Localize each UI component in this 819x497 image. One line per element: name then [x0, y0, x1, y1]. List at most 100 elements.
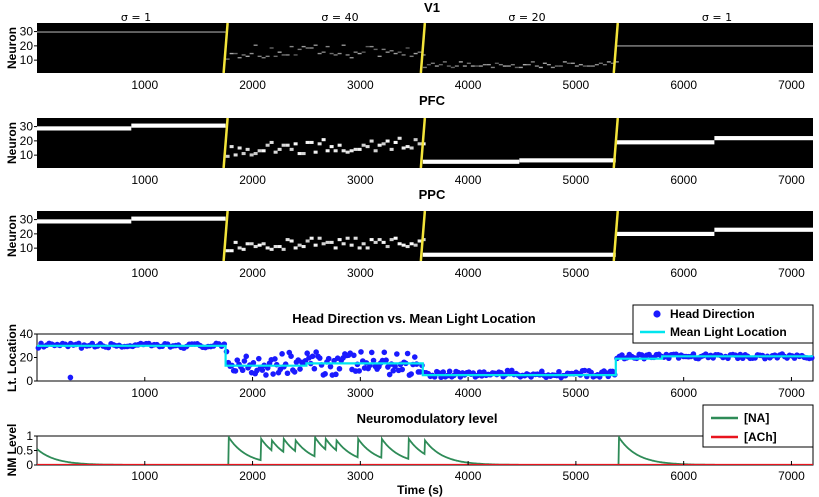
heatmap-cell — [349, 243, 354, 247]
heatmap-band — [37, 31, 226, 33]
heatmap-cell — [253, 44, 258, 46]
heatmap-cell — [438, 63, 443, 66]
heatmap-cell — [446, 65, 451, 67]
heatmap-cell — [554, 65, 559, 67]
heatmap-cell — [494, 62, 499, 64]
head-direction-point — [250, 360, 257, 366]
heatmap-cell — [297, 243, 302, 247]
legend-box-nm — [702, 404, 814, 448]
panel-title-head-direction: Head Direction vs. Mean Light Location — [292, 311, 535, 326]
heatmap-cell — [393, 140, 398, 144]
heatmap-cell — [337, 52, 342, 55]
heatmap-cell — [393, 52, 398, 55]
heatmap-cell — [417, 51, 422, 53]
heatmap-cell — [265, 246, 270, 250]
head-direction-point — [539, 368, 545, 375]
x-tick-label: 3000 — [347, 386, 374, 400]
head-direction-point — [241, 358, 248, 364]
heatmap-cell — [309, 236, 314, 240]
heatmap-cell — [450, 66, 455, 69]
head-direction-point — [279, 351, 285, 357]
head-direction-point — [259, 367, 266, 373]
heatmap-cell — [345, 150, 350, 154]
head-direction-point — [322, 371, 328, 377]
heatmap-cell — [341, 44, 346, 46]
heatmap-cell — [281, 54, 286, 56]
x-tick-label: 2000 — [239, 173, 266, 187]
head-direction-point — [333, 371, 339, 378]
heatmap-cell — [353, 51, 358, 53]
heatmap-cell — [478, 65, 483, 67]
heatmap-cell — [401, 54, 406, 56]
head-direction-point — [234, 357, 241, 363]
heatmap-cell — [598, 62, 603, 64]
heatmap-cell — [317, 236, 322, 240]
heatmap-cell — [361, 143, 366, 147]
heatmap-band — [519, 158, 616, 163]
heatmap-cell — [301, 45, 306, 48]
heatmap-cell — [229, 145, 234, 149]
x-tick-label: 1000 — [131, 469, 158, 483]
heatmap-cell — [233, 153, 238, 157]
head-direction-point — [588, 369, 594, 376]
y-tick-label: 10 — [20, 148, 34, 162]
head-direction-point — [304, 350, 310, 357]
heatmap-cell — [337, 143, 342, 147]
heatmap-cell — [293, 142, 298, 146]
heatmap-cell — [409, 242, 414, 246]
heatmap-cell — [426, 63, 431, 66]
head-direction-point — [309, 353, 316, 360]
heatmap-cell — [237, 146, 242, 150]
heatmap-cell — [357, 246, 362, 250]
xlabel-time: Time (s) — [397, 483, 443, 497]
heatmap-cell — [526, 63, 531, 66]
context-switch-line — [222, 210, 229, 262]
heatmap-cell — [341, 149, 346, 153]
x-tick-label: 2000 — [239, 469, 266, 483]
heatmap-cell — [333, 149, 338, 153]
heatmap-cell — [574, 65, 579, 67]
heatmap-cell — [397, 136, 402, 140]
heatmap-cell — [321, 51, 326, 53]
heatmap-cell — [289, 147, 294, 151]
x-tick-label: 5000 — [563, 469, 590, 483]
head-direction-point — [408, 371, 414, 377]
heatmap-cell — [289, 45, 294, 48]
heatmap-cell — [245, 55, 250, 58]
heatmap-cell — [558, 65, 563, 67]
heatmap-cell — [241, 54, 246, 56]
heatmap-cell — [458, 61, 463, 63]
heatmap-cell — [578, 63, 583, 66]
xticks-neuromodulatory: 1000 2000 3000 4000 5000 6000 7000 — [131, 461, 805, 483]
head-direction-point — [67, 374, 74, 381]
heatmap-cell — [506, 65, 511, 67]
context-switch-line — [419, 117, 427, 169]
heatmap-cell — [385, 245, 390, 249]
heatmap-cell — [349, 57, 354, 59]
legend-label-na: [NA] — [744, 411, 769, 425]
heatmap-cell — [237, 57, 242, 59]
heatmap-cell — [514, 66, 519, 69]
heatmap-cell — [265, 55, 270, 58]
context-switch-line — [419, 210, 427, 262]
head-direction-point — [399, 366, 406, 373]
heatmap-cell — [474, 65, 479, 67]
heatmap-cell — [253, 152, 258, 156]
heatmap-band — [714, 227, 813, 232]
y-tick-label: 1 — [26, 429, 33, 443]
heatmap-cell — [305, 47, 310, 49]
y-tick-label: 20 — [20, 39, 34, 53]
heatmap-cell — [257, 149, 262, 153]
heatmap-cell — [305, 239, 310, 243]
head-direction-point — [446, 368, 453, 375]
heatmap-cell — [357, 52, 362, 55]
heatmap-cells-v1 — [37, 31, 813, 69]
head-direction-point — [509, 367, 515, 374]
heatmap-cell — [273, 245, 278, 249]
legend-marker-head-direction — [653, 310, 661, 318]
y-tick-label: 20 — [20, 227, 34, 241]
heatmap-cells-ppc — [37, 216, 813, 257]
heatmap-cell — [369, 139, 374, 143]
y-tick-label: 40 — [20, 327, 34, 341]
